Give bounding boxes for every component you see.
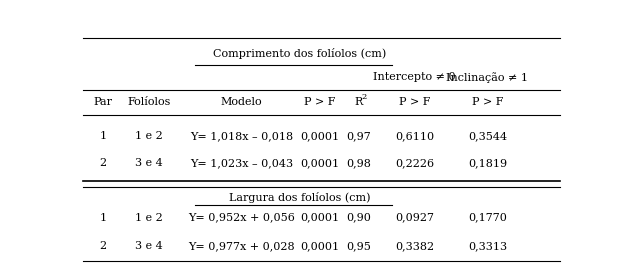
Text: 0,3544: 0,3544 (468, 131, 507, 141)
Text: R: R (354, 97, 362, 107)
Text: Y= 0,977x + 0,028: Y= 0,977x + 0,028 (188, 241, 295, 251)
Text: 0,2226: 0,2226 (395, 158, 434, 168)
Text: Y= 1,018x – 0,018: Y= 1,018x – 0,018 (190, 131, 293, 141)
Text: 0,1819: 0,1819 (468, 158, 507, 168)
Text: 0,1770: 0,1770 (468, 213, 507, 223)
Text: 0,0001: 0,0001 (300, 131, 339, 141)
Text: 0,90: 0,90 (346, 213, 371, 223)
Text: 0,3313: 0,3313 (468, 241, 507, 251)
Text: 2: 2 (99, 158, 106, 168)
Text: Intercepto ≠ 0: Intercepto ≠ 0 (373, 72, 456, 82)
Text: P > F: P > F (399, 97, 430, 107)
Text: 3 e 4: 3 e 4 (135, 158, 163, 168)
Text: 3 e 4: 3 e 4 (135, 241, 163, 251)
Text: 0,0001: 0,0001 (300, 241, 339, 251)
Text: 0,98: 0,98 (346, 158, 371, 168)
Text: Inclinação ≠ 1: Inclinação ≠ 1 (447, 72, 528, 83)
Text: 0,3382: 0,3382 (395, 241, 434, 251)
Text: 0,0927: 0,0927 (395, 213, 434, 223)
Text: Y= 0,952x + 0,056: Y= 0,952x + 0,056 (188, 213, 295, 223)
Text: 0,6110: 0,6110 (395, 131, 434, 141)
Text: 2: 2 (362, 93, 367, 101)
Text: Folíolos: Folíolos (127, 97, 171, 107)
Text: Modelo: Modelo (220, 97, 263, 107)
Text: P > F: P > F (304, 97, 335, 107)
Text: 2: 2 (99, 241, 106, 251)
Text: 0,97: 0,97 (346, 131, 371, 141)
Text: 0,0001: 0,0001 (300, 213, 339, 223)
Text: Comprimento dos folíolos (cm): Comprimento dos folíolos (cm) (214, 48, 387, 59)
Text: Y= 1,023x – 0,043: Y= 1,023x – 0,043 (190, 158, 293, 168)
Text: 1 e 2: 1 e 2 (135, 131, 163, 141)
Text: P > F: P > F (472, 97, 503, 107)
Text: 0,95: 0,95 (346, 241, 371, 251)
Text: 1: 1 (99, 131, 106, 141)
Text: 0,0001: 0,0001 (300, 158, 339, 168)
Text: 1 e 2: 1 e 2 (135, 213, 163, 223)
Text: Largura dos folíolos (cm): Largura dos folíolos (cm) (229, 192, 371, 203)
Text: 1: 1 (99, 213, 106, 223)
Text: Par: Par (94, 97, 112, 107)
